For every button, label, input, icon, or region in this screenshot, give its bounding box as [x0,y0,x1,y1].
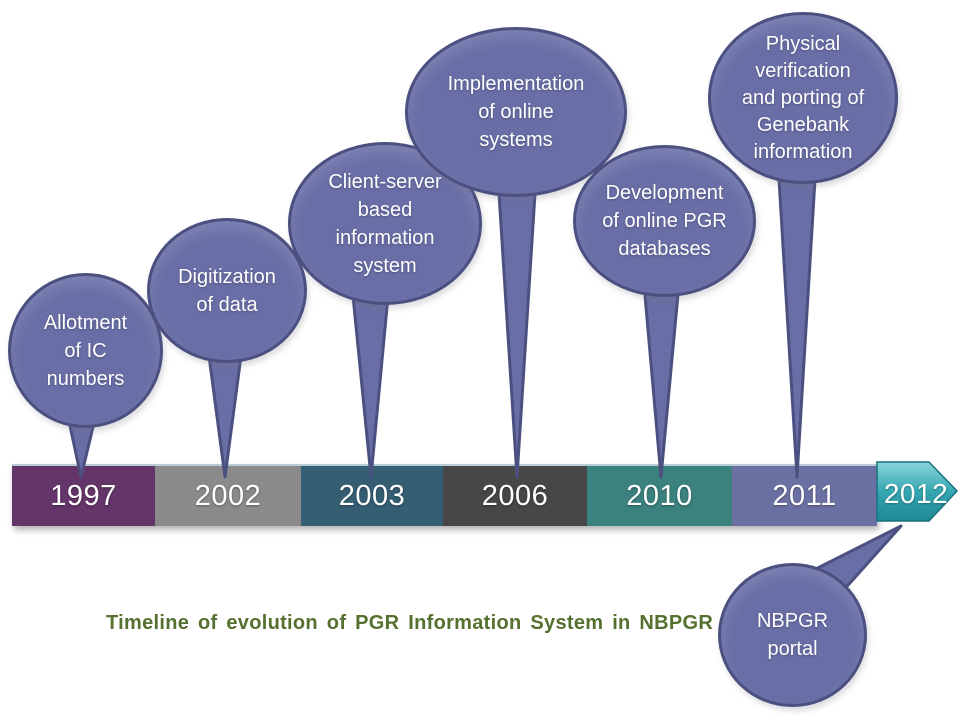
caption: Timeline of evolution of PGR Information… [106,612,714,634]
timeline-segment-2003: 2003 [301,466,443,526]
callout-pointer-2006 [496,176,538,479]
callout-text: Allotment of IC numbers [43,311,128,390]
callout-2010: Development of online PGR databases [573,145,756,297]
timeline-segment-2011: 2011 [732,466,877,526]
year-label: 2003 [338,479,406,512]
year-label: 2012 [883,477,949,509]
callout-2002: Digitization of data [147,218,307,363]
timeline-segment-1997: 1997 [12,466,155,526]
year-label: 2011 [772,479,837,512]
callout-2011: Physical verification and porting of Gen… [708,12,898,184]
callout-text: Implementation of online systems [447,73,585,151]
callout-text: Development of online PGR databases [602,182,727,260]
callout-pointer-2011 [776,161,818,479]
year-label: 2002 [194,479,262,512]
callout-text: Client-server based information system [328,170,442,277]
timeline-segment-2012: 2012 [884,466,948,521]
callout-pointer-2003 [350,284,391,479]
timeline-segment-2006: 2006 [443,466,587,526]
callout-text: Digitization of data [178,265,276,316]
callout-pointer-2010 [641,271,682,479]
year-label: 2010 [626,479,693,512]
year-label: 2006 [481,479,549,512]
callout-text: Physical verification and porting of Gen… [741,32,865,163]
timeline-segment-2010: 2010 [587,466,732,526]
timeline-bar: 1997 2002 2003 2006 2010 2011 [12,464,877,526]
callout-1997: Allotment of IC numbers [8,273,163,428]
callout-2012: NBPGR portal [718,563,867,707]
callout-text: NBPGR portal [756,610,829,660]
year-label: 1997 [50,479,117,512]
timeline-segment-2002: 2002 [155,466,301,526]
callout-2006: Implementation of online systems [405,27,627,197]
